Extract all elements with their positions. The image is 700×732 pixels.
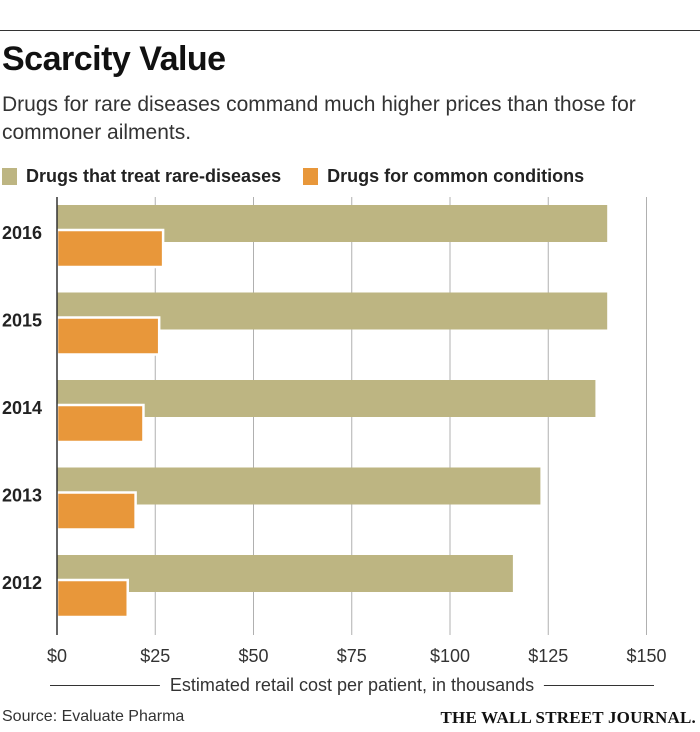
legend-item-rare: Drugs that treat rare-diseases	[2, 166, 281, 187]
x-tick-label-2: $50	[238, 646, 268, 666]
category-label-2014: 2014	[2, 398, 42, 418]
category-label-2016: 2016	[2, 223, 42, 243]
legend-swatch-common	[303, 167, 319, 185]
x-tick-label-0: $0	[47, 646, 67, 666]
chart-subtitle: Drugs for rare diseases command much hig…	[2, 93, 636, 144]
legend: Drugs that treat rare-diseases Drugs for…	[2, 163, 606, 189]
bar-chart: 2016 2015 2014 2013 2012 $0 $25 $50 $75 $100 $125 $…	[2, 197, 667, 666]
legend-swatch-rare	[2, 167, 17, 185]
bar-rare-2013	[57, 467, 541, 505]
bar-common-2012	[55, 578, 129, 619]
legend-label-rare: Drugs that treat rare-diseases	[26, 165, 282, 186]
bar-common-2015	[55, 316, 161, 356]
bar-common-2014	[55, 403, 145, 444]
x-tick-label-5: $125	[528, 646, 568, 666]
category-label-2015: 2015	[2, 310, 42, 330]
x-axis-title-group: Estimated retail cost per patient, in th…	[50, 674, 654, 696]
category-label-2012: 2012	[2, 573, 42, 593]
legend-item-common: Drugs for common conditions	[303, 166, 584, 187]
bar-rare-2012	[57, 555, 513, 592]
x-tick-label-4: $100	[430, 646, 470, 666]
x-axis-title: Estimated retail cost per patient, in th…	[159, 674, 545, 696]
bar-common-2016	[55, 228, 165, 269]
bar-common-2013	[55, 491, 137, 531]
category-label-2013: 2013	[2, 485, 42, 505]
x-tick-label-3: $75	[337, 646, 367, 666]
publisher-logo: THE WALL STREET JOURNAL.	[440, 708, 696, 727]
x-tick-label-6: $150	[626, 646, 666, 666]
bar-rare-2014	[57, 380, 596, 417]
x-tick-label-1: $25	[140, 646, 170, 666]
legend-label-common: Drugs for common conditions	[327, 165, 585, 186]
top-rule	[0, 30, 700, 31]
chart-title: Scarcity Value	[2, 40, 226, 78]
source-note: Source: Evaluate Pharma	[2, 708, 185, 725]
